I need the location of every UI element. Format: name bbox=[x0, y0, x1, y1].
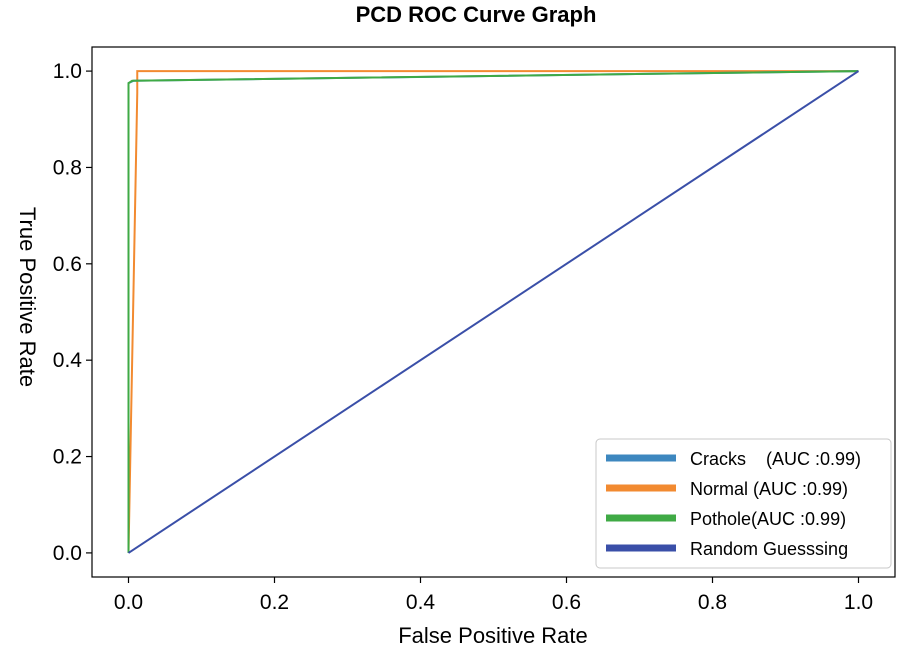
y-tick-label: 0.2 bbox=[53, 446, 82, 469]
legend-label-pothole: Pothole(AUC :0.99) bbox=[690, 509, 846, 529]
x-tick-label: 0.8 bbox=[698, 591, 727, 614]
legend-label-random-guesssing: Random Guesssing bbox=[690, 539, 848, 559]
series-line-normal bbox=[127, 70, 859, 553]
y-tick-label: 0.6 bbox=[53, 253, 82, 276]
x-tick-label: 0.2 bbox=[260, 591, 289, 614]
series-lines bbox=[127, 70, 860, 554]
series-line-pothole bbox=[127, 70, 859, 553]
y-tick-label: 0.0 bbox=[53, 542, 82, 565]
legend-label-normal: Normal (AUC :0.99) bbox=[690, 479, 848, 499]
legend-box bbox=[595, 438, 892, 569]
legend: Cracks (AUC :0.99) Normal (AUC :0.99) Poth… bbox=[595, 438, 892, 569]
series-line-random-guesssing bbox=[127, 70, 860, 554]
x-tick-label: 0.0 bbox=[114, 591, 143, 614]
x-tick-label: 0.6 bbox=[552, 591, 581, 614]
x-axis-label: False Positive Rate bbox=[398, 623, 588, 648]
y-tick-label: 0.8 bbox=[53, 156, 82, 179]
y-tick-label: 1.0 bbox=[53, 60, 82, 83]
chart-title: PCD ROC Curve Graph bbox=[356, 2, 597, 27]
legend-label-cracks: Cracks (AUC :0.99) bbox=[690, 449, 861, 469]
x-tick-label: 1.0 bbox=[844, 591, 873, 614]
axis-ticks: 0.0 0.2 0.4 0.6 0.8 1.0 0.0 0.2 0.4 0.6 0.8 1.0 bbox=[53, 60, 873, 614]
plot-area-frame bbox=[91, 46, 896, 578]
x-tick-label: 0.4 bbox=[406, 591, 436, 614]
y-tick-label: 0.4 bbox=[53, 349, 83, 372]
y-axis-label: True Positive Rate bbox=[15, 207, 40, 387]
